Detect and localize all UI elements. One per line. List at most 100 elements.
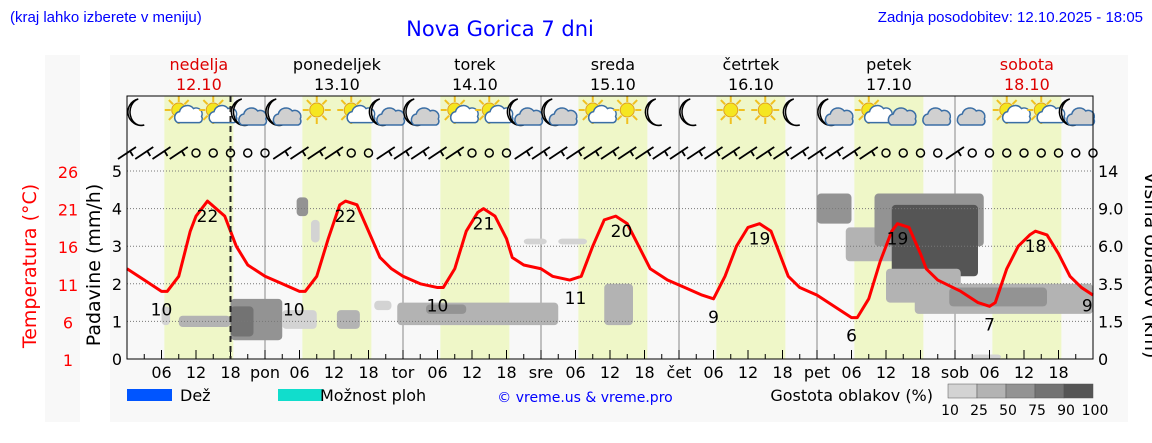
cloud-icon: [887, 107, 917, 126]
wind-barb-icon: [842, 146, 861, 160]
temp-extreme-label: 19: [887, 230, 909, 250]
calm-wind-icon: [346, 148, 356, 158]
moon-cloud-icon: [230, 98, 268, 127]
moon-icon: [644, 98, 662, 127]
cloud-scale-swatch: [947, 383, 978, 399]
temp-extreme-label: 10: [151, 300, 173, 320]
cloud-density-area: [311, 219, 320, 243]
wind-barb-icon: [290, 146, 309, 160]
hour-tick-label: 18: [910, 363, 930, 382]
calm-wind-icon: [1053, 148, 1064, 158]
cloud-height-tick-label: 6.0: [1098, 237, 1123, 256]
wind-barb-icon: [945, 146, 965, 160]
hour-tick-label: 12: [738, 363, 758, 382]
wind-barb-icon: [376, 146, 396, 160]
sun-cloud-icon: [440, 96, 479, 124]
calm-wind-icon: [208, 148, 218, 158]
wind-barb-icon: [790, 146, 810, 160]
wind-barb-icon: [152, 146, 171, 160]
day-date: 14.10: [452, 75, 498, 94]
precip-tick-label: 3: [112, 237, 122, 256]
calm-wind-icon: [933, 148, 943, 158]
wind-barb-icon: [738, 146, 758, 160]
wind-barb-icon: [652, 146, 672, 160]
cloud-density-area: [891, 204, 978, 277]
temp-axis-panel: [45, 55, 80, 422]
sun-cloud-icon: [578, 96, 617, 124]
cloud-density-area: [178, 315, 231, 328]
calm-wind-icon: [467, 148, 477, 158]
sun-cloud-icon: [854, 96, 893, 124]
wind-barb-icon: [669, 146, 689, 160]
temp-extreme-label: 21: [473, 215, 495, 235]
wind-barb-icon: [169, 146, 189, 160]
day-date: 15.10: [590, 75, 636, 94]
moon-icon: [679, 98, 697, 127]
cloud-scale-label: 100: [1082, 403, 1109, 419]
cloud-scale-swatch: [1005, 383, 1036, 399]
cloud-density-area: [523, 238, 547, 245]
temp-extreme-label: 22: [197, 207, 219, 227]
hour-tick-label: 06: [979, 363, 999, 382]
wind-barb-icon: [635, 146, 654, 160]
calm-wind-icon: [243, 148, 253, 158]
calm-wind-icon: [898, 148, 908, 158]
day-name: ponedeljek: [293, 55, 382, 74]
calm-wind-icon: [915, 148, 926, 158]
wind-barb-icon: [428, 146, 447, 160]
hour-tick-label: 18: [220, 363, 240, 382]
wind-barb-icon: [773, 146, 792, 160]
moon-cloud-icon: [541, 98, 578, 127]
hour-tick-label: 12: [1014, 363, 1034, 382]
wind-barb-icon: [686, 146, 706, 160]
cloud-scale-label: 25: [970, 403, 988, 419]
wind-barb-icon: [583, 146, 603, 160]
cloud-height-tick-label: 14: [1098, 162, 1118, 181]
sun-cloud-icon: [992, 96, 1031, 124]
cloud-height-tick-label: 1.5: [1098, 312, 1123, 331]
hour-tick-label: 06: [151, 363, 171, 382]
cloud-scale-swatch: [976, 383, 1007, 399]
moon-cloud-icon: [817, 98, 854, 127]
plot-frame: [126, 95, 1094, 360]
day-name: nedelja: [170, 55, 229, 74]
day-name: sreda: [591, 55, 635, 74]
moon-cloud-icon: [1058, 98, 1096, 127]
wind-barb-icon: [824, 146, 844, 160]
sun-icon: [302, 96, 331, 124]
wind-barb-icon: [307, 146, 327, 160]
calm-wind-icon: [501, 148, 512, 158]
cloud-scale-label: 50: [999, 403, 1017, 419]
calm-wind-icon: [1019, 148, 1029, 158]
day-date: 13.10: [314, 75, 360, 94]
hour-tick-label: 06: [289, 363, 309, 382]
temp-extreme-label: 7: [984, 315, 995, 335]
temp-extreme-label: 10: [427, 297, 449, 317]
hour-tick-label: 06: [703, 363, 723, 382]
wind-barb-icon: [531, 146, 551, 160]
credit-link[interactable]: © vreme.us & vreme.pro: [497, 390, 672, 406]
hour-tick-label: 18: [358, 363, 378, 382]
showers-swatch: [278, 389, 323, 401]
hour-tick-label: 06: [841, 363, 861, 382]
moon-cloud-icon: [403, 98, 440, 127]
hour-tick-label: 12: [324, 363, 344, 382]
sun-icon: [613, 96, 642, 124]
sun-icon: [716, 96, 745, 124]
calm-wind-icon: [1002, 148, 1012, 158]
sun-icon: [751, 96, 780, 124]
cloud-density-area: [426, 304, 467, 314]
sun-cloud-icon: [1027, 96, 1066, 124]
wind-barb-icon: [272, 146, 292, 160]
location-note[interactable]: (kraj lahko izberete v meniju): [10, 9, 202, 26]
cloud-density-area: [817, 193, 852, 224]
hour-tick-label: 12: [876, 363, 896, 382]
temp-tick-label: 6: [63, 313, 73, 332]
moon-cloud-icon: [265, 98, 302, 127]
rain-label: Dež: [180, 386, 211, 405]
temperature-axis-title: Temperatura (°C): [19, 184, 41, 349]
showers-label: Možnost ploh: [320, 386, 426, 405]
cloud-density-area: [604, 283, 633, 326]
page-title: Nova Gorica 7 dni: [406, 17, 594, 41]
